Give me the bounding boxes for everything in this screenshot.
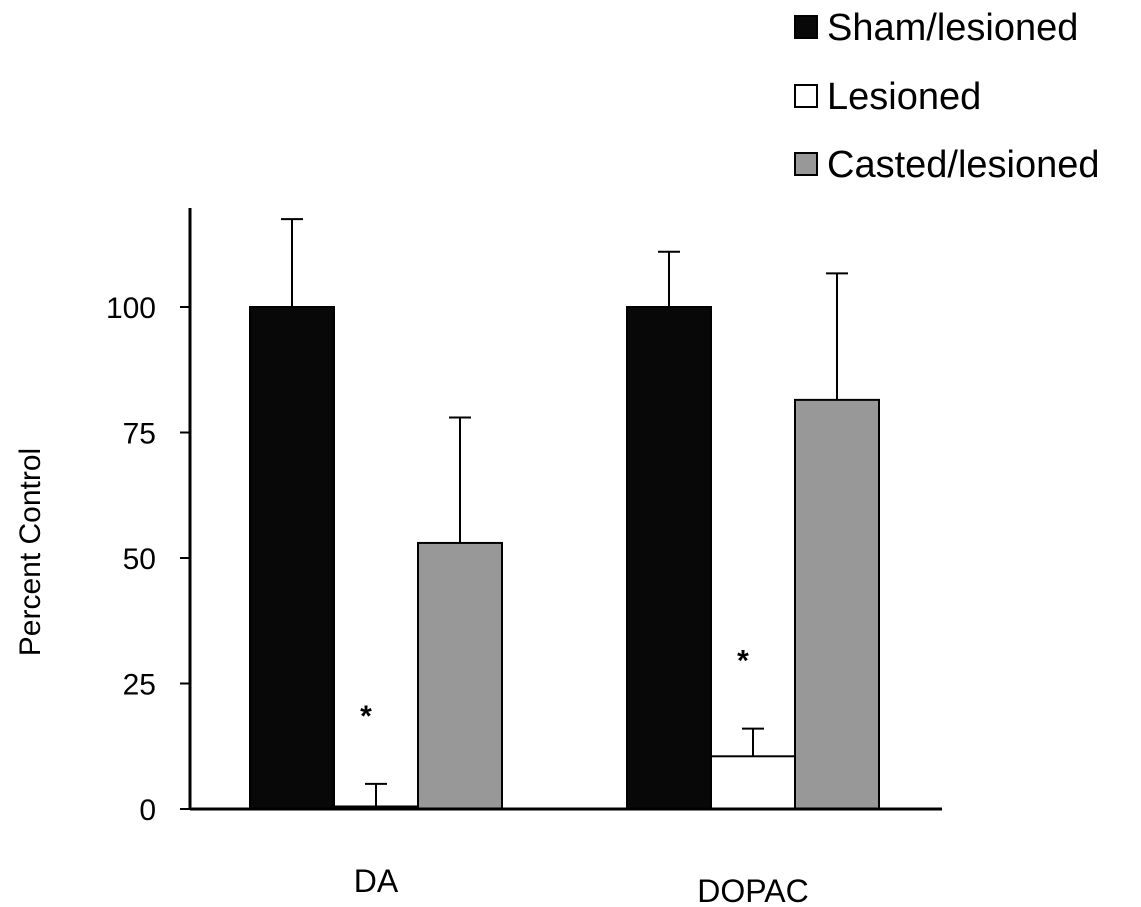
legend-swatch [794,152,818,176]
legend-label: Sham/lesioned [827,7,1078,49]
bars [249,306,880,810]
category-label: DA [354,863,399,899]
legend-swatch [794,84,818,108]
significance-markers: ** [360,645,749,733]
bar [626,306,712,810]
significance-marker: * [737,645,749,678]
y-axis-title: Percent Control [14,448,47,656]
y-tick-label: 75 [123,418,156,451]
y-tick-label: 100 [106,292,156,325]
category-labels: DA DOPAC [354,863,809,907]
bar [710,755,796,810]
legend-label: Casted/lesioned [827,144,1100,186]
y-tick-label: 25 [123,669,156,702]
category-label: DOPAC [697,873,808,907]
y-axis-ticks: 0 25 50 75 100 [106,292,190,827]
legend: Sham/lesioned Lesioned Casted/lesioned [794,7,1100,186]
y-tick-label: 0 [139,794,156,827]
bar [794,398,880,810]
significance-marker: * [360,700,372,733]
bar [249,306,335,810]
error-bars [281,218,848,807]
y-tick-label: 50 [123,543,156,576]
legend-label: Lesioned [827,76,981,118]
legend-swatch [794,15,818,39]
bar [417,541,503,810]
